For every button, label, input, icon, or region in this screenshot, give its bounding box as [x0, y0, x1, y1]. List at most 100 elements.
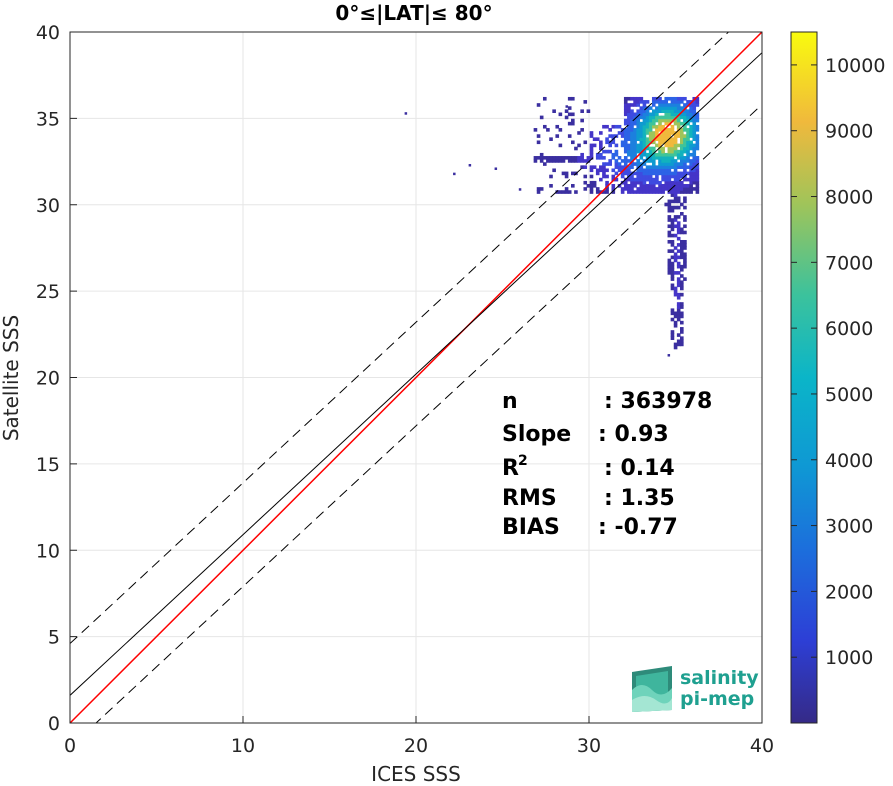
density-cell — [683, 190, 687, 194]
density-cell — [639, 128, 644, 132]
density-cell — [611, 184, 616, 188]
stat-value: : 0.93 — [598, 422, 669, 447]
density-cell — [686, 143, 690, 148]
density-cell — [692, 106, 697, 110]
density-cell — [571, 171, 575, 176]
density-cell — [558, 190, 563, 194]
density-cell — [676, 264, 681, 269]
density-cell — [630, 115, 634, 120]
density-cell — [630, 152, 634, 157]
density-cell — [552, 159, 556, 163]
density-cell — [689, 165, 693, 169]
density-cell — [673, 196, 678, 201]
density-cell — [599, 143, 603, 148]
density-cell — [642, 128, 647, 132]
density-cell — [571, 118, 575, 123]
density-cell — [676, 152, 681, 157]
density-cell — [642, 149, 647, 154]
density-cell — [673, 215, 678, 219]
density-cell — [683, 187, 687, 191]
density-cell — [639, 143, 644, 148]
density-cell — [679, 283, 684, 288]
density-cell — [627, 121, 631, 126]
density-cell — [580, 128, 584, 132]
density-cell — [689, 124, 693, 129]
density-cell — [692, 177, 697, 182]
density-cell — [651, 184, 656, 188]
density-cell — [627, 106, 631, 110]
density-cell — [683, 137, 687, 141]
density-cell — [676, 277, 681, 281]
density-cell — [636, 143, 641, 148]
density-cell — [651, 152, 656, 157]
density-cell — [648, 134, 653, 138]
density-cell — [661, 118, 665, 123]
density-cell — [623, 109, 628, 114]
density-cell — [683, 205, 687, 210]
density-cell — [679, 327, 684, 331]
density-cell — [651, 149, 656, 154]
density-cell — [670, 106, 675, 110]
density-cell — [683, 118, 687, 123]
density-cell — [620, 171, 625, 176]
density-cell — [670, 112, 675, 117]
density-cell — [645, 124, 650, 129]
density-cell — [571, 121, 575, 126]
density-cell — [673, 149, 678, 154]
chart-title: 0°≤|LAT|≤ 80° — [335, 1, 492, 25]
density-cell — [692, 121, 697, 126]
density-cell — [676, 221, 681, 225]
density-cell — [617, 168, 622, 173]
density-cell — [683, 196, 687, 201]
density-cell — [605, 190, 609, 194]
density-cell — [642, 174, 647, 179]
density-cell — [667, 128, 672, 132]
density-cell — [689, 162, 693, 166]
density-cell — [645, 174, 650, 179]
density-cell — [595, 156, 600, 160]
density-cell — [639, 100, 644, 104]
density-cell — [620, 190, 625, 194]
density-cell — [658, 124, 662, 129]
density-cell — [676, 205, 681, 210]
density-cell — [670, 264, 675, 269]
density-cell — [670, 152, 675, 157]
density-cell — [648, 118, 653, 123]
density-cell — [695, 187, 700, 191]
density-cell — [683, 168, 687, 173]
density-cell — [583, 180, 588, 185]
density-cell — [695, 190, 700, 194]
density-cell — [645, 187, 650, 191]
density-cell — [642, 143, 647, 148]
density-cell — [648, 124, 653, 129]
density-cell — [651, 103, 656, 107]
density-cell — [692, 134, 697, 138]
density-cell — [670, 239, 675, 244]
density-cell — [536, 190, 541, 194]
density-cell — [645, 112, 650, 117]
density-cell — [620, 131, 625, 135]
density-cell — [567, 190, 572, 194]
density-cell — [645, 109, 650, 114]
density-cell — [676, 311, 681, 316]
density-cell — [549, 184, 553, 188]
density-cell — [667, 239, 672, 244]
density-cell — [608, 162, 612, 166]
density-cell — [571, 140, 575, 145]
density-cell — [614, 152, 619, 157]
density-cell — [633, 115, 637, 120]
density-cell — [679, 311, 684, 316]
density-cell — [627, 128, 631, 132]
density-cell — [695, 103, 700, 107]
density-cell — [549, 159, 553, 163]
density-cell — [667, 190, 672, 194]
density-cell — [589, 174, 594, 179]
density-cell — [683, 112, 687, 117]
density-cell — [648, 146, 653, 151]
density-cell — [648, 174, 653, 179]
density-cell — [686, 165, 690, 169]
density-cell — [564, 115, 569, 120]
density-cell — [679, 212, 684, 216]
density-cell — [608, 134, 612, 138]
density-cell — [642, 162, 647, 166]
